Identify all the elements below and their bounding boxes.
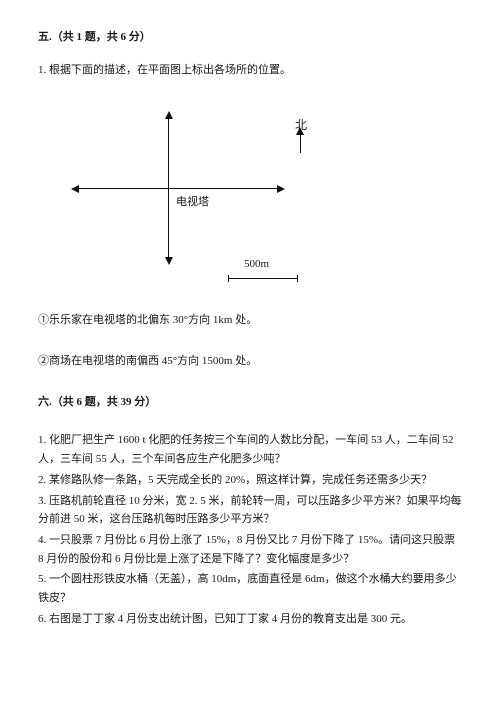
q6-1-text: 1. 化肥厂把生产 1600 t 化肥的任务按三个车间的人数比分配，一车间 53… bbox=[38, 431, 462, 468]
q6-4-text: 4. 一只股票 7 月份比 6 月份上涨了 15%，8 月份又比 7 月份下降了… bbox=[38, 531, 462, 568]
axis-vertical bbox=[168, 118, 169, 258]
section-6-title: 六.（共 6 题，共 39 分） bbox=[38, 393, 462, 412]
q6-5-text: 5. 一个圆柱形铁皮水桶（无盖），高 10dm，底面直径是 6dm，做这个水桶大… bbox=[38, 570, 462, 607]
q6-6-text: 6. 右图是丁丁家 4 月份支出统计图，已知丁丁家 4 月份的教育支出是 300… bbox=[38, 610, 462, 629]
scale-label: 500m bbox=[244, 255, 269, 274]
north-arrow-shaft bbox=[300, 133, 301, 153]
q5-1-sub2: ②商场在电视塔的南偏西 45°方向 1500m 处。 bbox=[38, 352, 462, 371]
compass-diagram: 电视塔 北 500m bbox=[68, 93, 348, 293]
q5-1-text: 1. 根据下面的描述，在平面图上标出各场所的位置。 bbox=[38, 61, 462, 80]
q6-2-text: 2. 某修路队修一条路，5 天完成全长的 20%，照这样计算，完成任务还需多少天… bbox=[38, 471, 462, 490]
q5-1-sub1: ①乐乐家在电视塔的北偏东 30°方向 1km 处。 bbox=[38, 311, 462, 330]
axis-horizontal bbox=[78, 188, 278, 189]
center-label: 电视塔 bbox=[176, 193, 209, 212]
section-5-title: 五.（共 1 题，共 6 分） bbox=[38, 28, 462, 47]
north-arrow: 北 bbox=[293, 115, 309, 157]
q6-3-text: 3. 压路机前轮直径 10 分米，宽 2. 5 米，前轮转一周，可以压路多少平方… bbox=[38, 492, 462, 529]
scale-bar bbox=[228, 278, 298, 279]
